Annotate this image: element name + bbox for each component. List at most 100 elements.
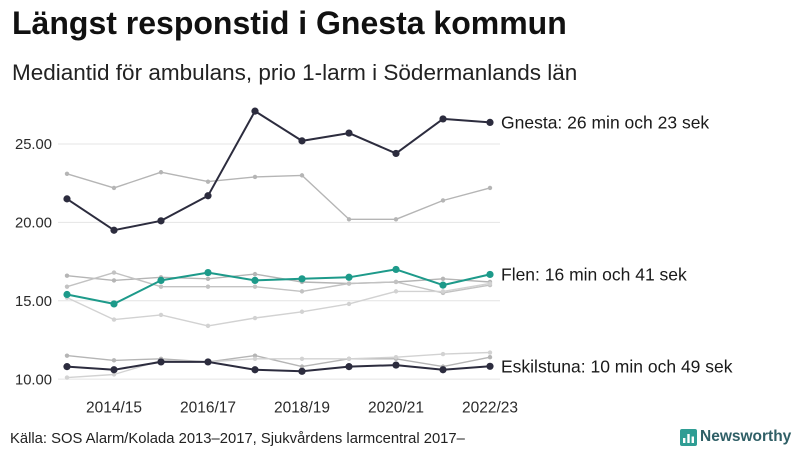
series-line [66, 273, 491, 285]
data-point [345, 363, 353, 371]
data-point [346, 356, 352, 361]
data-point [486, 270, 494, 279]
data-point [392, 265, 400, 274]
data-point [392, 149, 400, 158]
data-point [157, 358, 165, 366]
data-point [487, 185, 493, 191]
series-other [64, 281, 493, 329]
data-point [252, 315, 258, 321]
x-tick-label: 2014/15 [86, 400, 142, 417]
data-point [111, 372, 117, 377]
data-point [252, 174, 258, 180]
data-point [251, 107, 259, 115]
series-line [66, 360, 491, 373]
data-point [440, 198, 446, 203]
gridlines [58, 143, 500, 380]
data-point [157, 217, 165, 225]
data-point [158, 170, 164, 175]
series-group: Flen: 16 min och 41 sek Eskilstuna: 10 mi… [63, 107, 733, 380]
data-point [346, 217, 352, 222]
data-point [205, 179, 211, 184]
y-tick-label: 15.00 [15, 294, 52, 310]
data-point [111, 358, 117, 363]
data-point [440, 276, 446, 282]
data-point [440, 351, 446, 357]
data-point [393, 279, 399, 285]
data-point [63, 195, 71, 203]
data-point [110, 366, 118, 374]
data-point [252, 356, 258, 361]
data-point [252, 284, 258, 289]
newsworthy-bar-chart-icon [680, 428, 697, 446]
data-point [64, 273, 70, 278]
data-point [298, 137, 306, 145]
data-point [346, 281, 352, 286]
y-tick-label: 25.00 [15, 137, 52, 153]
data-point [486, 362, 494, 370]
data-point [393, 355, 399, 360]
data-point [158, 284, 164, 289]
data-point [157, 276, 165, 285]
chart-subtitle: Mediantid för ambulans, prio 1-larm i Sö… [12, 60, 578, 85]
data-point [205, 284, 211, 289]
series-other [64, 270, 493, 296]
data-point [204, 358, 212, 366]
data-point [487, 281, 493, 286]
data-point [63, 290, 71, 299]
data-point [111, 317, 117, 322]
data-point [346, 301, 352, 307]
data-point [64, 375, 70, 380]
y-tick-label: 10.00 [15, 372, 52, 388]
data-point [158, 312, 164, 318]
x-tick-label: 2020/21 [368, 400, 424, 417]
logo-text: Newsworthy [700, 428, 792, 446]
x-tick-label: 2018/19 [274, 400, 330, 417]
series-line [66, 268, 491, 305]
data-point [111, 185, 117, 191]
data-point [439, 281, 447, 289]
data-point [486, 118, 494, 126]
data-point [439, 366, 447, 374]
series-line [66, 110, 491, 232]
data-point [204, 192, 212, 200]
series-flen: Flen: 16 min och 41 sek [63, 265, 687, 308]
data-point [345, 273, 353, 281]
data-point [439, 115, 447, 123]
series-line [66, 271, 491, 294]
data-point [251, 276, 259, 285]
data-point [63, 363, 71, 371]
data-point [110, 226, 118, 234]
data-point [252, 353, 258, 358]
y-tick-label: 20.00 [15, 216, 52, 232]
series-line [66, 354, 491, 368]
data-point [64, 284, 70, 289]
data-point [205, 276, 211, 282]
data-point [205, 323, 211, 329]
data-point [251, 366, 259, 374]
series-end-label: Eskilstuna: 10 min och 49 sek [501, 357, 733, 377]
data-point [64, 171, 70, 177]
chart-title: Längst responstid i Gnesta kommun [12, 5, 567, 41]
x-tick-label: 2022/23 [462, 400, 518, 417]
data-point [111, 278, 117, 283]
data-point [393, 289, 399, 294]
source-note: Källa: SOS Alarm/Kolada 2013–2017, Sjukv… [10, 431, 465, 447]
data-point [487, 355, 493, 360]
series-gnesta: Gnesta: 26 min och 23 sek [63, 107, 709, 234]
series-eskilstuna: Eskilstuna: 10 min och 49 sek [63, 357, 733, 377]
y-axis: 10.00 15.00 20.00 25.00 [15, 137, 52, 388]
series-line [66, 351, 491, 379]
data-point [487, 350, 493, 355]
data-point [110, 300, 118, 308]
data-point [204, 268, 212, 277]
data-point [111, 270, 117, 275]
series-line [66, 171, 491, 221]
data-point [393, 217, 399, 222]
newsworthy-logo: Newsworthy [680, 428, 791, 446]
data-point [298, 275, 306, 283]
series-other [64, 350, 493, 380]
data-point [299, 309, 305, 314]
series-line [66, 282, 491, 327]
